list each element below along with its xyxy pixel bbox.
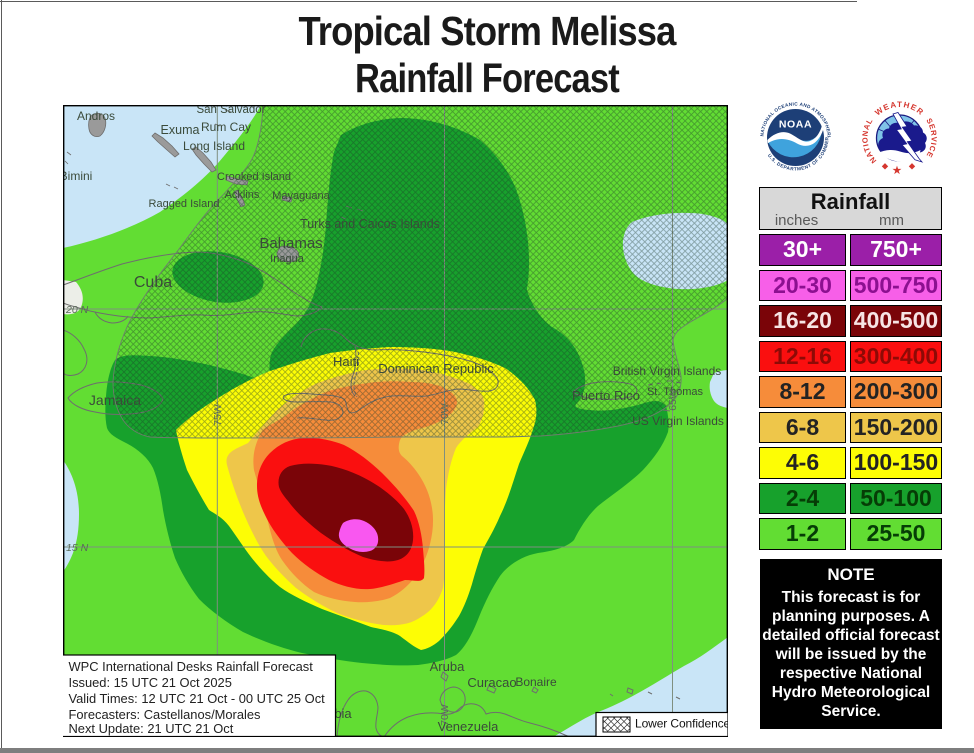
svg-text:Mayaguana: Mayaguana	[272, 190, 330, 202]
svg-text:Inagua: Inagua	[270, 253, 305, 265]
svg-text:Acklins: Acklins	[225, 189, 260, 201]
svg-text:75W: 75W	[212, 404, 224, 426]
svg-text:Bimini: Bimini	[63, 169, 92, 183]
svg-text:Andros: Andros	[77, 109, 115, 123]
svg-text:Curacao: Curacao	[467, 675, 516, 690]
svg-text:Dominican Republic: Dominican Republic	[378, 361, 494, 376]
svg-text:Rum Cay: Rum Cay	[201, 120, 251, 134]
svg-text:SERVICE: SERVICE	[924, 117, 938, 160]
svg-text:St. Thomas: St. Thomas	[647, 386, 704, 398]
svg-text:Issued: 15 UTC 21 Oct 2025: Issued: 15 UTC 21 Oct 2025	[69, 675, 232, 690]
svg-text:15 N: 15 N	[66, 542, 89, 554]
svg-text:Forecasters: Castellanos/Moral: Forecasters: Castellanos/Morales	[69, 707, 261, 722]
svg-text:Jamaica: Jamaica	[89, 392, 141, 408]
svg-text:Lower Confidence: Lower Confidence	[635, 717, 728, 731]
svg-text:Bahamas: Bahamas	[259, 235, 322, 252]
svg-text:Valid Times: 12 UTC 21 Oct - 0: Valid Times: 12 UTC 21 Oct - 00 UTC 25 O…	[69, 691, 326, 706]
svg-text:Aruba: Aruba	[430, 659, 465, 674]
svg-text:San Salvador: San Salvador	[196, 105, 265, 116]
svg-text:20 N: 20 N	[65, 304, 89, 316]
svg-text:Venezuela: Venezuela	[438, 719, 499, 734]
svg-text:Bonaire: Bonaire	[515, 675, 557, 689]
svg-text:bia: bia	[334, 706, 352, 721]
svg-text:Exuma: Exuma	[161, 123, 200, 137]
svg-text:Long Island: Long Island	[183, 139, 245, 153]
svg-text:70W: 70W	[439, 704, 451, 726]
svg-text:US Virgin Islands: US Virgin Islands	[632, 414, 724, 428]
svg-text:WPC International Desks Rainfa: WPC International Desks Rainfall Forecas…	[69, 659, 314, 674]
svg-text:NATIONAL: NATIONAL	[860, 116, 878, 165]
svg-text:British Virgin Islands: British Virgin Islands	[613, 364, 722, 378]
svg-text:Haiti: Haiti	[333, 354, 359, 369]
svg-text:NOAA: NOAA	[779, 119, 812, 131]
svg-text:Cuba: Cuba	[134, 274, 172, 291]
svg-text:★: ★	[893, 166, 902, 177]
svg-text:Crooked Island: Crooked Island	[217, 171, 291, 183]
svg-text:65W: 65W	[667, 389, 679, 411]
svg-text:Turks and Caicos Islands: Turks and Caicos Islands	[300, 217, 440, 231]
svg-text:Ragged Island: Ragged Island	[149, 198, 220, 210]
svg-text:Next Update: 21 UTC 21 Oct: Next Update: 21 UTC 21 Oct	[69, 721, 234, 736]
svg-text:Puerto Rico: Puerto Rico	[572, 388, 640, 403]
svg-text:70W: 70W	[439, 403, 451, 425]
